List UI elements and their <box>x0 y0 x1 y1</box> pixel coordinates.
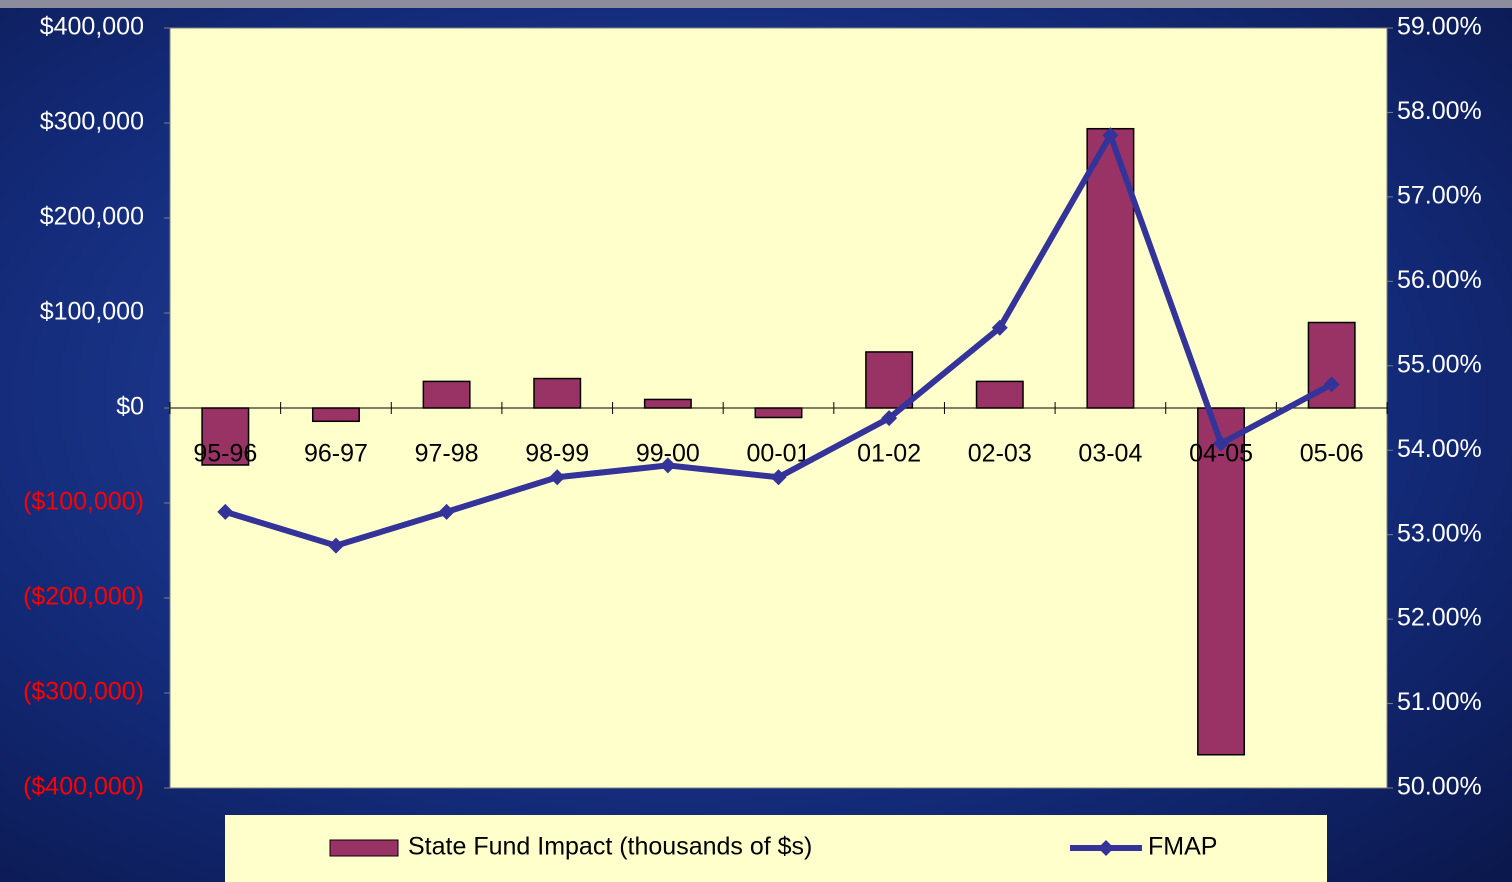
legend-box <box>225 815 1327 882</box>
y2-tick-label: 57.00% <box>1397 181 1482 209</box>
y-tick-label: $400,000 <box>40 13 144 41</box>
line-marker <box>327 537 344 554</box>
y-tick-label: ($400,000) <box>23 773 144 801</box>
line-marker <box>659 457 676 474</box>
y2-tick-label: 58.00% <box>1397 97 1482 125</box>
x-tick-label: 02-03 <box>968 440 1032 468</box>
legend-label: FMAP <box>1148 833 1217 861</box>
y-tick-label: $300,000 <box>40 108 144 136</box>
y2-tick-label: 51.00% <box>1397 688 1482 716</box>
x-tick-label: 01-02 <box>857 440 921 468</box>
legend-marker <box>1098 840 1114 856</box>
y2-tick-label: 52.00% <box>1397 604 1482 632</box>
line-marker <box>991 319 1008 336</box>
bar <box>865 351 914 409</box>
x-tick-label: 03-04 <box>1078 440 1142 468</box>
line-marker <box>770 469 787 486</box>
x-tick-label: 98-99 <box>525 440 589 468</box>
x-tick-label: 95-96 <box>193 440 257 468</box>
y-tick-label: $200,000 <box>40 203 144 231</box>
y-tick-label: ($200,000) <box>23 583 144 611</box>
y-tick-label: $100,000 <box>40 298 144 326</box>
x-tick-label: 96-97 <box>304 440 368 468</box>
bar <box>201 407 250 466</box>
y2-tick-label: 54.00% <box>1397 435 1482 463</box>
line-marker <box>217 503 234 520</box>
y2-tick-label: 59.00% <box>1397 13 1482 41</box>
line-marker <box>1102 127 1119 144</box>
y2-tick-label: 55.00% <box>1397 350 1482 378</box>
y-tick-label: ($100,000) <box>23 488 144 516</box>
y2-tick-label: 50.00% <box>1397 773 1482 801</box>
y-tick-label: $0 <box>116 393 144 421</box>
bar <box>643 398 692 409</box>
y2-tick-label: 53.00% <box>1397 519 1482 547</box>
x-tick-label: 05-06 <box>1300 440 1364 468</box>
bar <box>533 377 582 409</box>
legend-label: State Fund Impact (thousands of $s) <box>408 833 812 861</box>
top-strip <box>0 0 1512 8</box>
bar <box>422 380 471 409</box>
bar <box>311 407 360 423</box>
bar <box>975 380 1024 409</box>
line-marker <box>1323 376 1340 393</box>
bar <box>754 407 803 419</box>
bar <box>1086 127 1135 409</box>
y-tick-label: ($300,000) <box>23 678 144 706</box>
line-marker <box>1213 435 1230 452</box>
legend-swatch <box>329 839 399 857</box>
bar <box>1197 407 1246 756</box>
line-marker <box>881 410 898 427</box>
x-tick-label: 97-98 <box>415 440 479 468</box>
line-marker <box>438 503 455 520</box>
y2-tick-label: 56.00% <box>1397 266 1482 294</box>
line-marker <box>549 469 566 486</box>
